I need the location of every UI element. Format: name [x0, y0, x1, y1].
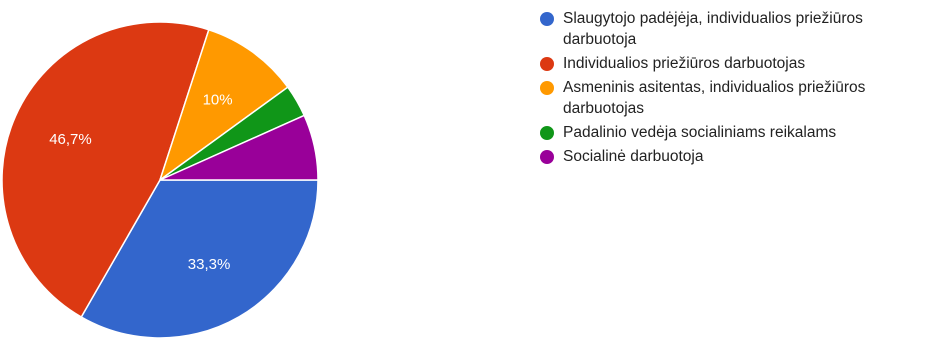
slice-label-3: 10%: [203, 92, 233, 109]
slice-label-2: 46,7%: [49, 131, 92, 148]
legend-item-3: Asmeninis asitentas, individualios priež…: [540, 77, 936, 119]
legend-label: Asmeninis asitentas, individualios priež…: [563, 79, 866, 117]
slice-label-1: 33,3%: [188, 256, 231, 273]
legend-swatch: [540, 126, 554, 140]
legend-label: Slaugytojo padėjėja, individualios priež…: [563, 10, 863, 48]
legend-label: Padalinio vedėja socialiniams reikalams: [563, 124, 837, 141]
legend-label: Individualios priežiūros darbuotojas: [563, 55, 806, 72]
legend: Slaugytojo padėjėja, individualios priež…: [540, 8, 936, 170]
pie-slice-3: [158, 28, 289, 182]
legend-item-4: Padalinio vedėja socialiniams reikalams: [540, 122, 936, 143]
legend-swatch: [540, 150, 554, 164]
legend-swatch: [540, 12, 554, 26]
legend-swatch: [540, 57, 554, 71]
legend-item-5: Socialinė darbuotoja: [540, 146, 936, 167]
legend-swatch: [540, 81, 554, 95]
legend-item-1: Slaugytojo padėjėja, individualios priež…: [540, 8, 936, 50]
pie-slice-1: [80, 179, 319, 338]
legend-item-2: Individualios priežiūros darbuotojas: [540, 53, 936, 74]
pie-slice-2: [1, 21, 210, 319]
pie-slice-5: [159, 114, 319, 181]
legend-label: Socialinė darbuotoja: [563, 148, 704, 165]
